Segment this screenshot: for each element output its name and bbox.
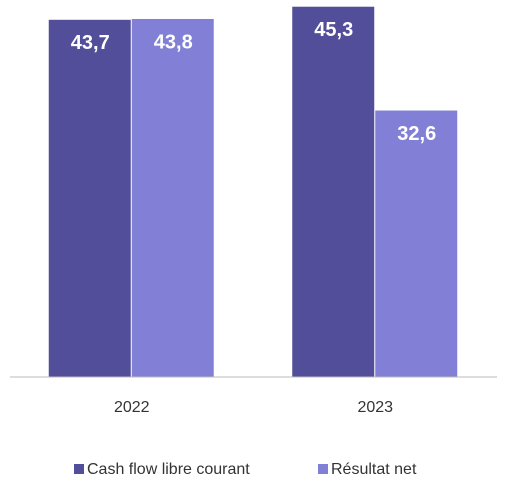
bar [48, 19, 131, 378]
bar [375, 110, 458, 378]
bar [131, 18, 214, 378]
data-label: 45,3 [314, 19, 353, 41]
data-label: 32,6 [397, 123, 436, 145]
legend-swatch [318, 464, 328, 474]
x-tick-label: 2023 [357, 399, 393, 416]
x-tick-label: 2022 [114, 399, 150, 416]
legend-label: Résultat net [331, 461, 417, 478]
data-label: 43,7 [71, 32, 110, 54]
legend-swatch [74, 464, 84, 474]
bar [292, 6, 375, 377]
data-label: 43,8 [154, 31, 193, 53]
legend-label: Cash flow libre courant [87, 461, 250, 478]
